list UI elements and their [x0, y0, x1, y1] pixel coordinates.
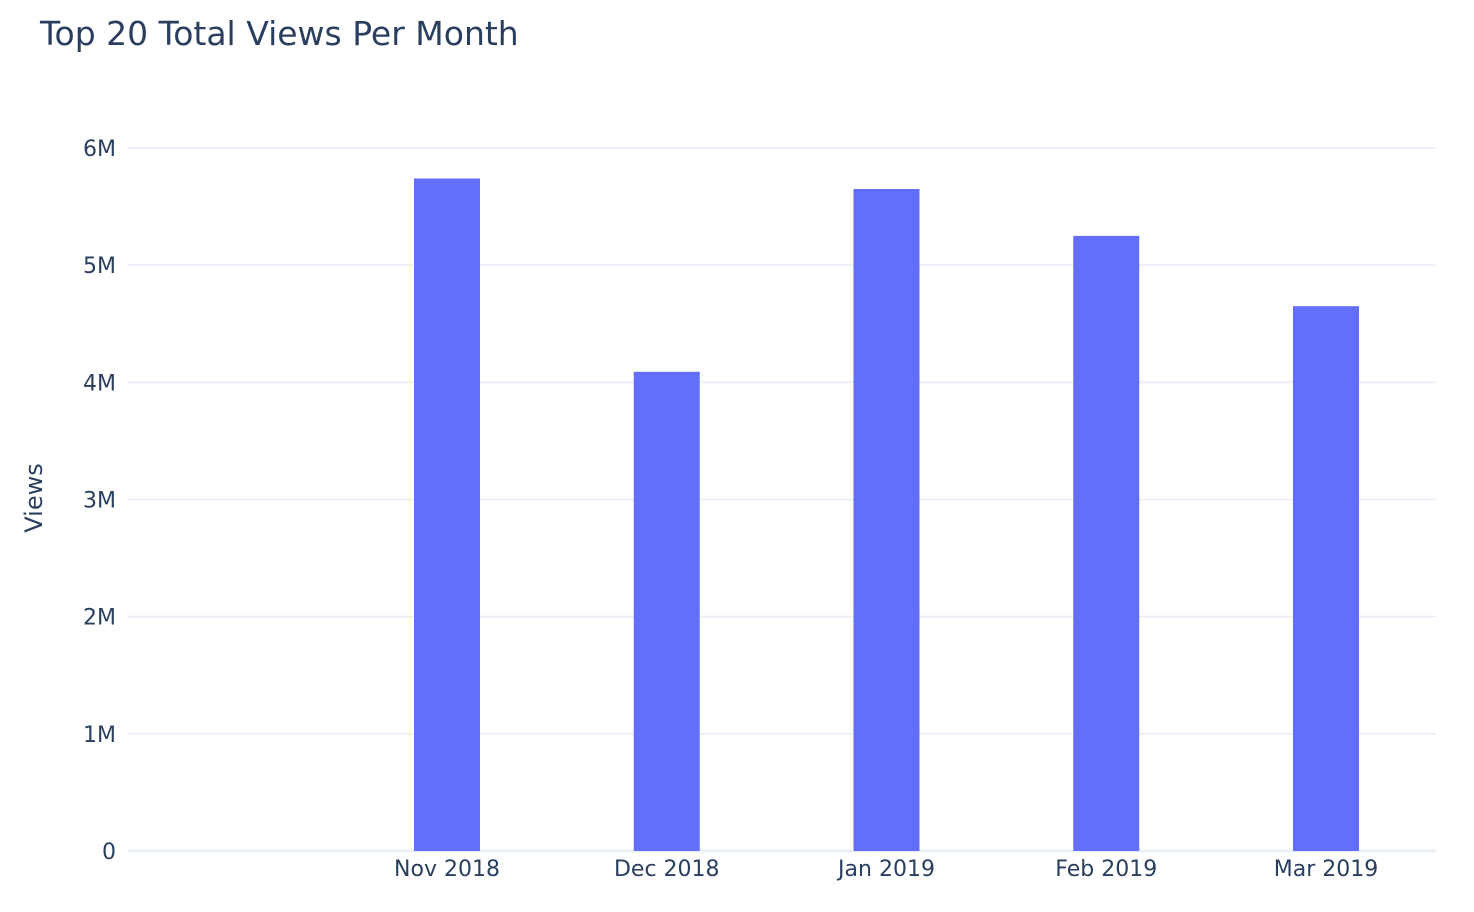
y-tick-label: 4M [83, 371, 116, 396]
bar[interactable] [633, 371, 700, 851]
x-tick-label: Dec 2018 [614, 857, 720, 882]
y-tick-label: 3M [83, 489, 116, 514]
y-tick-label: 6M [83, 137, 116, 162]
x-tick-label: Mar 2019 [1274, 857, 1379, 882]
x-tick-label: Nov 2018 [394, 857, 500, 882]
x-tick-label: Feb 2019 [1055, 857, 1157, 882]
y-axis-ticks: 0 1M 2M 3M 4M 5M 6M [83, 137, 116, 865]
bars [414, 178, 1359, 852]
chart-title: Top 20 Total Views Per Month [39, 14, 519, 53]
y-axis-title: Views [20, 463, 48, 532]
bar[interactable] [414, 178, 480, 852]
x-axis-ticks: Nov 2018 Dec 2018 Jan 2019 Feb 2019 Mar 2019 [394, 857, 1378, 882]
y-tick-label: 5M [83, 254, 116, 279]
bar[interactable] [853, 189, 920, 852]
y-tick-label: 2M [83, 606, 116, 631]
x-tick-label: Jan 2019 [836, 857, 935, 882]
y-tick-label: 0 [102, 840, 116, 865]
y-tick-label: 1M [83, 723, 116, 748]
bar[interactable] [1293, 306, 1359, 851]
bar[interactable] [1073, 235, 1140, 851]
gridlines [128, 147, 1436, 853]
